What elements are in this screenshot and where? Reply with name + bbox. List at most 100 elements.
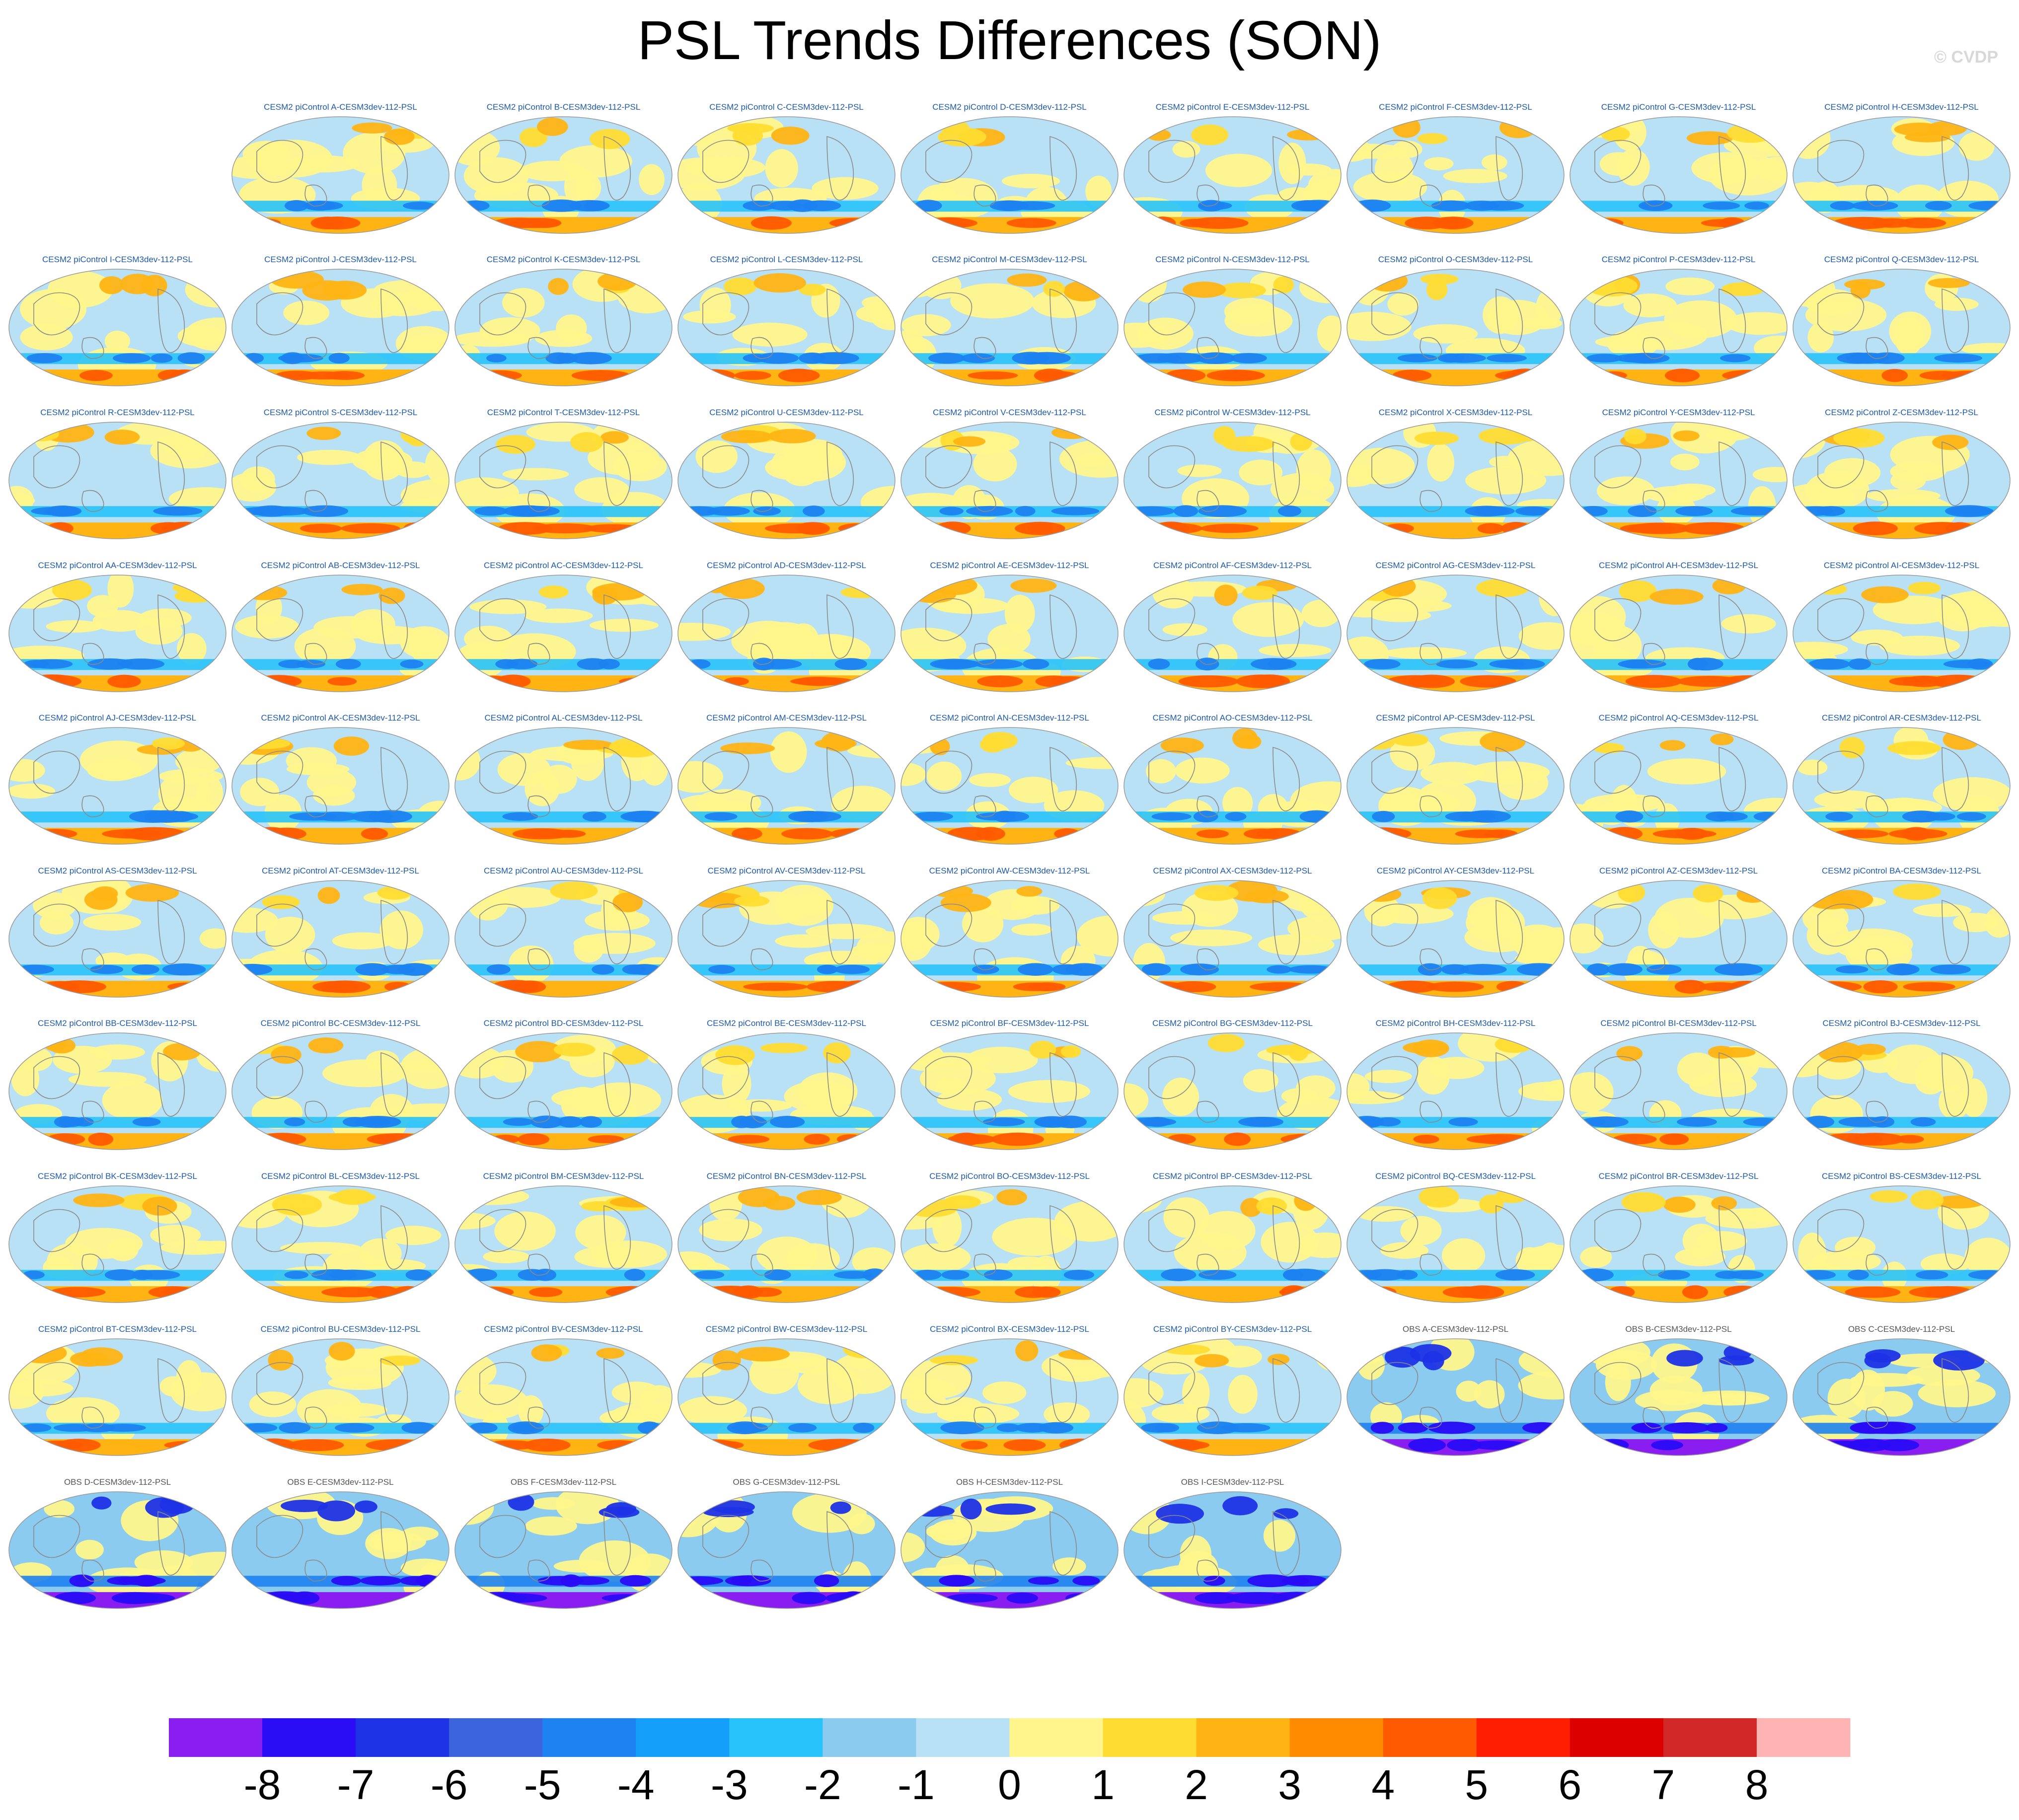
map-panel: CESM2 piControl S-CESM3dev-112-PSL	[231, 408, 449, 539]
panel-title: CESM2 piControl AH-CESM3dev-112-PSL	[1599, 561, 1758, 570]
panel-title: CESM2 piControl AQ-CESM3dev-112-PSL	[1599, 713, 1759, 723]
panel-title: CESM2 piControl L-CESM3dev-112-PSL	[710, 255, 863, 264]
map-panel: CESM2 piControl BQ-CESM3dev-112-PSL	[1346, 1171, 1565, 1303]
panel-title: CESM2 piControl BI-CESM3dev-112-PSL	[1600, 1019, 1756, 1028]
map-panel: CESM2 piControl BA-CESM3dev-112-PSL	[1793, 866, 2011, 998]
colorbar-tick-label: 4	[1371, 1761, 1395, 1808]
map-panel: OBS G-CESM3dev-112-PSL	[677, 1477, 896, 1609]
map-panel: OBS H-CESM3dev-112-PSL	[900, 1477, 1119, 1609]
colorbar-tick-label: 1	[1091, 1761, 1115, 1808]
map-panel: CESM2 piControl O-CESM3dev-112-PSL	[1346, 255, 1565, 386]
map-panel: CESM2 piControl W-CESM3dev-112-PSL	[1123, 408, 1342, 539]
colorbar-swatch	[356, 1718, 449, 1757]
copyright-label: © CVDP	[1934, 48, 1998, 67]
map-panel: CESM2 piControl AL-CESM3dev-112-PSL	[454, 713, 673, 845]
map-panel: CESM2 piControl AF-CESM3dev-112-PSL	[1123, 561, 1342, 692]
colorbar-swatch	[636, 1718, 730, 1757]
panel-title: CESM2 piControl BF-CESM3dev-112-PSL	[930, 1019, 1089, 1028]
map-panel: OBS B-CESM3dev-112-PSL	[1570, 1324, 1788, 1456]
map-panel: CESM2 piControl BR-CESM3dev-112-PSL	[1570, 1171, 1788, 1303]
map-panel: CESM2 piControl AI-CESM3dev-112-PSL	[1793, 561, 2011, 692]
panel-title: CESM2 piControl A-CESM3dev-112-PSL	[264, 102, 417, 112]
map-panel: CESM2 piControl AK-CESM3dev-112-PSL	[231, 713, 449, 845]
map-panel: CESM2 piControl AE-CESM3dev-112-PSL	[900, 561, 1119, 692]
colorbar-swatch	[1383, 1718, 1477, 1757]
panel-title: CESM2 piControl BA-CESM3dev-112-PSL	[1822, 866, 1981, 875]
map-panel: CESM2 piControl AN-CESM3dev-112-PSL	[900, 713, 1119, 845]
colorbar-tick-label: 2	[1185, 1761, 1208, 1808]
map-panel: CESM2 piControl R-CESM3dev-112-PSL	[8, 408, 226, 539]
panel-title: CESM2 piControl BG-CESM3dev-112-PSL	[1152, 1019, 1313, 1028]
panel-title: CESM2 piControl BH-CESM3dev-112-PSL	[1376, 1019, 1536, 1028]
map-panel: CESM2 piControl AY-CESM3dev-112-PSL	[1346, 866, 1565, 998]
panel-title: OBS H-CESM3dev-112-PSL	[956, 1477, 1063, 1487]
panel-title: CESM2 piControl AC-CESM3dev-112-PSL	[484, 561, 643, 570]
map-panel: CESM2 piControl BX-CESM3dev-112-PSL	[900, 1324, 1119, 1456]
colorbar-tick-label: -4	[617, 1761, 655, 1808]
panel-title: CESM2 piControl T-CESM3dev-112-PSL	[487, 408, 640, 417]
map-panel: CESM2 piControl BO-CESM3dev-112-PSL	[900, 1171, 1119, 1303]
panel-title: CESM2 piControl BY-CESM3dev-112-PSL	[1153, 1324, 1312, 1334]
panel-title: OBS G-CESM3dev-112-PSL	[733, 1477, 840, 1487]
colorbar-tick-label: 3	[1278, 1761, 1301, 1808]
colorbar-swatch	[1570, 1718, 1664, 1757]
panel-title: CESM2 piControl AO-CESM3dev-112-PSL	[1153, 713, 1313, 723]
map-panel: CESM2 piControl AA-CESM3dev-112-PSL	[8, 561, 226, 692]
panel-title: CESM2 piControl V-CESM3dev-112-PSL	[933, 408, 1086, 417]
map-panel: CESM2 piControl AD-CESM3dev-112-PSL	[677, 561, 896, 692]
map-panel: CESM2 piControl AZ-CESM3dev-112-PSL	[1570, 866, 1788, 998]
map-panel: CESM2 piControl L-CESM3dev-112-PSL	[677, 255, 896, 386]
map-panel: CESM2 piControl A-CESM3dev-112-PSL	[231, 102, 449, 234]
map-panel: CESM2 piControl AU-CESM3dev-112-PSL	[454, 866, 673, 998]
map-panel: CESM2 piControl BS-CESM3dev-112-PSL	[1793, 1171, 2011, 1303]
map-panel: CESM2 piControl BJ-CESM3dev-112-PSL	[1793, 1019, 2011, 1150]
map-panel: CESM2 piControl M-CESM3dev-112-PSL	[900, 255, 1119, 386]
panel-title: CESM2 piControl BK-CESM3dev-112-PSL	[38, 1171, 197, 1181]
panel-title: OBS C-CESM3dev-112-PSL	[1848, 1324, 1955, 1334]
colorbar-tick-label: 0	[998, 1761, 1021, 1808]
map-panel: CESM2 piControl Y-CESM3dev-112-PSL	[1570, 408, 1788, 539]
panel-title: CESM2 piControl BN-CESM3dev-112-PSL	[707, 1171, 867, 1181]
panel-title: CESM2 piControl AX-CESM3dev-112-PSL	[1153, 866, 1312, 875]
panel-title: CESM2 piControl AZ-CESM3dev-112-PSL	[1599, 866, 1758, 875]
colorbar-tick-label: -3	[711, 1761, 748, 1808]
map-panel: CESM2 piControl X-CESM3dev-112-PSL	[1346, 408, 1565, 539]
panel-title: CESM2 piControl F-CESM3dev-112-PSL	[1379, 102, 1532, 112]
colorbar-swatch	[262, 1718, 356, 1757]
figure-title: PSL Trends Differences (SON)	[637, 10, 1382, 71]
map-panel: CESM2 piControl BG-CESM3dev-112-PSL	[1123, 1019, 1342, 1150]
map-panel: CESM2 piControl AS-CESM3dev-112-PSL	[8, 866, 226, 998]
map-panel: CESM2 piControl BU-CESM3dev-112-PSL	[231, 1324, 449, 1456]
colorbar: -8 -7 -6 -5 -4 -3 -2 -1 0 1 2 3 4 5 6 7 8	[169, 1718, 1851, 1808]
panel-title: CESM2 piControl AM-CESM3dev-112-PSL	[706, 713, 867, 723]
panel-title: CESM2 piControl BE-CESM3dev-112-PSL	[707, 1019, 866, 1028]
panel-title: CESM2 piControl AL-CESM3dev-112-PSL	[484, 713, 642, 723]
panel-title: CESM2 piControl AW-CESM3dev-112-PSL	[929, 866, 1090, 875]
panel-title: CESM2 piControl BW-CESM3dev-112-PSL	[706, 1324, 867, 1334]
panel-title: CESM2 piControl AT-CESM3dev-112-PSL	[262, 866, 419, 875]
colorbar-tick-label: -2	[804, 1761, 841, 1808]
map-panel: CESM2 piControl AC-CESM3dev-112-PSL	[454, 561, 673, 692]
panel-title: OBS A-CESM3dev-112-PSL	[1403, 1324, 1508, 1334]
map-panel: CESM2 piControl E-CESM3dev-112-PSL	[1123, 102, 1342, 234]
panel-title: CESM2 piControl R-CESM3dev-112-PSL	[40, 408, 195, 417]
map-panel: CESM2 piControl B-CESM3dev-112-PSL	[454, 102, 673, 234]
panel-title: CESM2 piControl Z-CESM3dev-112-PSL	[1825, 408, 1978, 417]
map-panel: CESM2 piControl F-CESM3dev-112-PSL	[1346, 102, 1565, 234]
panel-title: CESM2 piControl BM-CESM3dev-112-PSL	[483, 1171, 644, 1181]
colorbar-swatch	[1663, 1718, 1757, 1757]
map-panel: CESM2 piControl AJ-CESM3dev-112-PSL	[8, 713, 226, 845]
map-panel: CESM2 piControl I-CESM3dev-112-PSL	[8, 255, 226, 386]
colorbar-tick-label: 7	[1652, 1761, 1675, 1808]
panel-title: CESM2 piControl Y-CESM3dev-112-PSL	[1602, 408, 1755, 417]
panel-title: CESM2 piControl AA-CESM3dev-112-PSL	[38, 561, 197, 570]
panel-title: CESM2 piControl BV-CESM3dev-112-PSL	[484, 1324, 643, 1334]
map-panel: OBS F-CESM3dev-112-PSL	[454, 1477, 673, 1609]
panel-title: CESM2 piControl AG-CESM3dev-112-PSL	[1376, 561, 1536, 570]
panel-title: CESM2 piControl BQ-CESM3dev-112-PSL	[1375, 1171, 1536, 1181]
map-panel: OBS E-CESM3dev-112-PSL	[231, 1477, 449, 1609]
panel-title: CESM2 piControl AV-CESM3dev-112-PSL	[708, 866, 866, 875]
panel-title: CESM2 piControl S-CESM3dev-112-PSL	[264, 408, 418, 417]
panel-title: CESM2 piControl E-CESM3dev-112-PSL	[1156, 102, 1310, 112]
map-panel: CESM2 piControl AB-CESM3dev-112-PSL	[231, 561, 449, 692]
